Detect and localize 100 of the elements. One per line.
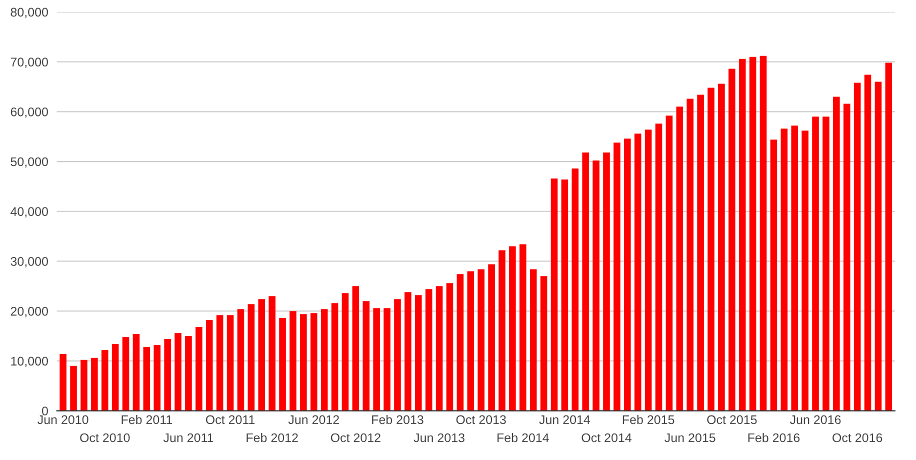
bar — [164, 338, 171, 411]
bar — [384, 308, 390, 411]
bar — [174, 333, 182, 411]
bar — [373, 308, 380, 411]
y-tick-label: 10,000 — [11, 356, 48, 368]
bar — [237, 309, 244, 411]
bar — [592, 160, 600, 411]
bar — [802, 130, 808, 411]
x-tick-label: Oct 2014 — [582, 433, 632, 442]
bar — [436, 286, 443, 411]
y-tick-label: 0 — [42, 406, 48, 416]
bar — [154, 344, 161, 411]
bar — [708, 88, 714, 411]
bar — [697, 94, 704, 411]
bar — [394, 299, 401, 411]
x-tick-label: Oct 2011 — [206, 415, 255, 424]
bar — [80, 360, 88, 411]
bar — [614, 142, 620, 411]
bar — [738, 58, 746, 411]
bar — [404, 292, 412, 411]
bar — [864, 74, 872, 411]
bar — [780, 128, 788, 411]
bar — [268, 296, 276, 411]
x-tick-label: Feb 2015 — [622, 414, 674, 424]
bar — [300, 314, 307, 411]
bar — [456, 274, 464, 411]
x-tick-label: Oct 2015 — [707, 415, 757, 424]
bar — [572, 168, 579, 411]
bar — [132, 334, 140, 411]
bar — [216, 315, 224, 411]
bar — [603, 152, 610, 411]
x-tick-label: Oct 2016 — [832, 433, 882, 442]
bar — [885, 62, 892, 411]
x-tick-label: Jun 2010 — [38, 415, 88, 424]
bar — [530, 269, 537, 411]
bar — [206, 320, 213, 411]
bar — [112, 344, 119, 411]
bar — [644, 130, 652, 411]
x-tick-label: Feb 2016 — [748, 433, 800, 442]
x-tick-label: Oct 2012 — [330, 433, 380, 442]
bar — [843, 104, 850, 411]
x-tick-label: Oct 2010 — [80, 433, 130, 442]
bar — [196, 327, 202, 411]
bar — [414, 295, 422, 411]
bar — [770, 140, 778, 411]
bar — [634, 134, 642, 411]
bar — [812, 116, 819, 411]
bar — [519, 244, 526, 411]
bar — [258, 299, 266, 411]
x-tick-label: Feb 2013 — [372, 414, 424, 424]
bar — [655, 124, 662, 411]
x-tick-label: Jun 2016 — [790, 415, 841, 424]
bar — [362, 301, 370, 411]
x-tick-label: Jun 2011 — [163, 433, 214, 442]
bar — [718, 84, 725, 411]
bar — [676, 106, 684, 411]
bar — [498, 250, 506, 411]
bar — [352, 286, 360, 411]
y-tick-label: 70,000 — [10, 58, 48, 68]
bar — [624, 138, 631, 411]
x-tick-label: Feb 2012 — [246, 433, 298, 442]
bar — [101, 350, 108, 411]
bar — [70, 366, 77, 411]
bar — [550, 178, 558, 411]
bar — [226, 315, 234, 411]
bar — [854, 82, 861, 411]
x-tick-label: Jun 2014 — [539, 415, 590, 424]
bar — [582, 152, 589, 411]
bar — [425, 289, 432, 411]
bar — [686, 98, 694, 411]
bar — [279, 318, 286, 411]
bar — [185, 336, 192, 411]
bar — [248, 304, 255, 411]
bar — [540, 276, 548, 411]
bar — [833, 96, 840, 411]
x-tick-label: Jun 2013 — [414, 433, 464, 442]
bar — [91, 358, 98, 411]
bar — [561, 179, 568, 411]
x-tick-label: Jun 2015 — [664, 433, 716, 442]
bar — [143, 346, 150, 411]
y-tick-label: 60,000 — [10, 107, 48, 118]
bar — [749, 56, 756, 411]
x-tick-label: Oct 2013 — [456, 415, 506, 424]
bar — [467, 271, 474, 411]
x-tick-label: Feb 2011 — [122, 414, 172, 424]
bar — [122, 337, 130, 411]
y-tick-label: 50,000 — [10, 157, 48, 168]
bar — [478, 269, 484, 411]
y-tick-label: 30,000 — [10, 257, 48, 268]
bar — [760, 56, 767, 411]
y-tick-label: 20,000 — [10, 306, 48, 318]
bar — [310, 313, 318, 411]
bar — [728, 68, 736, 411]
bar — [331, 303, 338, 411]
x-tick-label: Jun 2012 — [288, 415, 339, 424]
bar — [446, 283, 454, 411]
bar — [509, 246, 516, 411]
y-tick-label: 80,000 — [10, 8, 48, 18]
bar — [822, 116, 830, 411]
bar — [60, 354, 66, 411]
